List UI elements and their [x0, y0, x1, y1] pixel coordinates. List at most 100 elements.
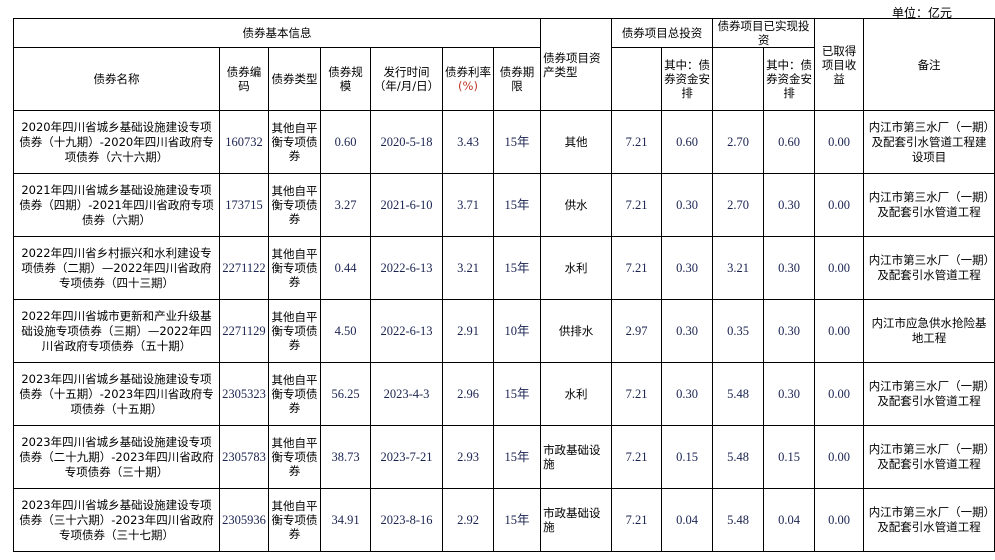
cell-income: 0.00 [814, 173, 865, 237]
cell-rate: 2.91 [442, 299, 494, 363]
cell-remark: 内江市第三水厂（一期）及配套引水管道工程 [863, 236, 995, 300]
cell-realized-bond: 0.30 [763, 362, 816, 426]
cell-income: 0.00 [814, 425, 865, 489]
cell-remark: 内江市第三水厂（一期）及配套引水管道工程建设项目 [863, 110, 995, 174]
cell-remark: 内江市第三水厂（一期）及配套引水管道工程 [863, 362, 995, 426]
cell-code: 2305936 [219, 488, 269, 552]
cell-date: 2022-6-13 [370, 299, 443, 363]
cell-total-bond: 0.30 [661, 299, 714, 363]
cell-term: 15年 [492, 425, 542, 489]
header-code: 债券编码 [219, 47, 269, 111]
cell-total: 7.21 [611, 236, 663, 300]
header-basic-info: 债券基本信息 [12, 18, 542, 48]
header-remark: 备注 [863, 18, 995, 111]
table-row: 2023年四川省城乡基础设施建设专项债券（十五期）-2023年四川省政府专项债券… [13, 362, 995, 426]
cell-income: 0.00 [814, 488, 865, 552]
cell-realized: 5.48 [712, 362, 765, 426]
table-row: 2022年四川省乡村振兴和水利建设专项债券（二期）—2022年四川省政府专项债券… [13, 236, 995, 300]
cell-asset: 市政基础设施 [540, 488, 613, 552]
cell-date: 2023-7-21 [370, 425, 443, 489]
cell-rate: 3.71 [442, 173, 494, 237]
cell-term: 15年 [492, 173, 542, 237]
cell-income: 0.00 [814, 110, 865, 174]
cell-scale: 4.50 [320, 299, 371, 363]
cell-total: 2.97 [611, 299, 663, 363]
cell-rate: 2.96 [442, 362, 494, 426]
header-issue-date: 发行时间（年/月/日） [370, 47, 443, 111]
cell-date: 2020-5-18 [370, 110, 443, 174]
table-row: 2020年四川省城乡基础设施建设专项债券（十九期）-2020年四川省政府专项债券… [13, 110, 995, 174]
cell-income: 0.00 [814, 299, 865, 363]
cell-date: 2023-8-16 [370, 488, 443, 552]
cell-asset: 供排水 [540, 299, 613, 363]
cell-type: 其他自平衡专项债券 [268, 488, 321, 552]
cell-realized-bond: 0.30 [763, 173, 816, 237]
cell-total: 7.21 [611, 425, 663, 489]
cell-realized: 2.70 [712, 173, 765, 237]
cell-type: 其他自平衡专项债券 [268, 425, 321, 489]
cell-realized: 0.35 [712, 299, 765, 363]
cell-date: 2022-6-13 [370, 236, 443, 300]
cell-realized: 3.21 [712, 236, 765, 300]
cell-total-bond: 0.30 [661, 173, 714, 237]
cell-date: 2023-4-3 [370, 362, 443, 426]
cell-income: 0.00 [814, 362, 865, 426]
header-total-blank [611, 47, 663, 111]
header-scale: 债券规模 [320, 47, 371, 111]
cell-realized-bond: 0.04 [763, 488, 816, 552]
cell-asset: 市政基础设施 [540, 425, 613, 489]
cell-total-bond: 0.30 [661, 236, 714, 300]
table-row: 2023年四川省城乡基础设施建设专项债券（三十六期）-2023年四川省政府专项债… [13, 488, 995, 552]
cell-code: 160732 [219, 110, 269, 174]
cell-total-bond: 0.30 [661, 362, 714, 426]
cell-realized: 5.48 [712, 488, 765, 552]
cell-realized-bond: 0.60 [763, 110, 816, 174]
cell-income: 0.00 [814, 236, 865, 300]
cell-scale: 3.27 [320, 173, 371, 237]
cell-name: 2023年四川省城乡基础设施建设专项债券（十五期）-2023年四川省政府专项债券… [13, 362, 220, 426]
header-rate: 债券利率(%) [442, 47, 494, 111]
cell-realized-bond: 0.30 [763, 236, 816, 300]
cell-code: 2305783 [219, 425, 269, 489]
cell-remark: 内江市第三水厂（一期）及配套引水管道工程 [863, 173, 995, 237]
cell-term: 10年 [492, 299, 542, 363]
header-rate-unit: (%) [458, 79, 478, 93]
cell-total-bond: 0.15 [661, 425, 714, 489]
cell-scale: 34.91 [320, 488, 371, 552]
cell-realized-bond: 0.15 [763, 425, 816, 489]
header-type: 债券类型 [268, 47, 321, 111]
cell-code: 2271129 [219, 299, 269, 363]
header-realized-investment: 债券项目已实现投资 [712, 18, 816, 48]
cell-name: 2021年四川省城乡基础设施建设专项债券（四期）-2021年四川省政府专项债券（… [13, 173, 220, 237]
cell-total-bond: 0.04 [661, 488, 714, 552]
cell-code: 2305323 [219, 362, 269, 426]
unit-label: 单位：亿元 [892, 6, 953, 20]
cell-term: 15年 [492, 110, 542, 174]
cell-total: 7.21 [611, 110, 663, 174]
header-term: 债券期限 [492, 47, 542, 111]
cell-name: 2022年四川省乡村振兴和水利建设专项债券（二期）—2022年四川省政府专项债券… [13, 236, 220, 300]
cell-rate: 3.21 [442, 236, 494, 300]
cell-total-bond: 0.60 [661, 110, 714, 174]
cell-rate: 3.43 [442, 110, 494, 174]
cell-date: 2021-6-10 [370, 173, 443, 237]
cell-name: 2022年四川省城市更新和产业升级基础设施专项债券（三期）—2022年四川省政府… [13, 299, 220, 363]
cell-realized: 5.48 [712, 425, 765, 489]
cell-scale: 56.25 [320, 362, 371, 426]
cell-remark: 内江市应急供水抢险基地工程 [863, 299, 995, 363]
header-name: 债券名称 [13, 47, 220, 111]
header-realized-blank [712, 47, 765, 111]
cell-type: 其他自平衡专项债券 [268, 173, 321, 237]
cell-asset: 水利 [540, 236, 613, 300]
cell-remark: 内江市第三水厂（一期）及配套引水管道工程 [863, 425, 995, 489]
cell-type: 其他自平衡专项债券 [268, 299, 321, 363]
cell-rate: 2.92 [442, 488, 494, 552]
cell-code: 2271122 [219, 236, 269, 300]
cell-asset: 水利 [540, 362, 613, 426]
cell-scale: 0.44 [320, 236, 371, 300]
header-income: 已取得项目收益 [814, 18, 865, 111]
cell-asset: 供水 [540, 173, 613, 237]
table-row: 2022年四川省城市更新和产业升级基础设施专项债券（三期）—2022年四川省政府… [13, 299, 995, 363]
header-rate-label: 债券利率 [445, 65, 491, 79]
cell-type: 其他自平衡专项债券 [268, 362, 321, 426]
